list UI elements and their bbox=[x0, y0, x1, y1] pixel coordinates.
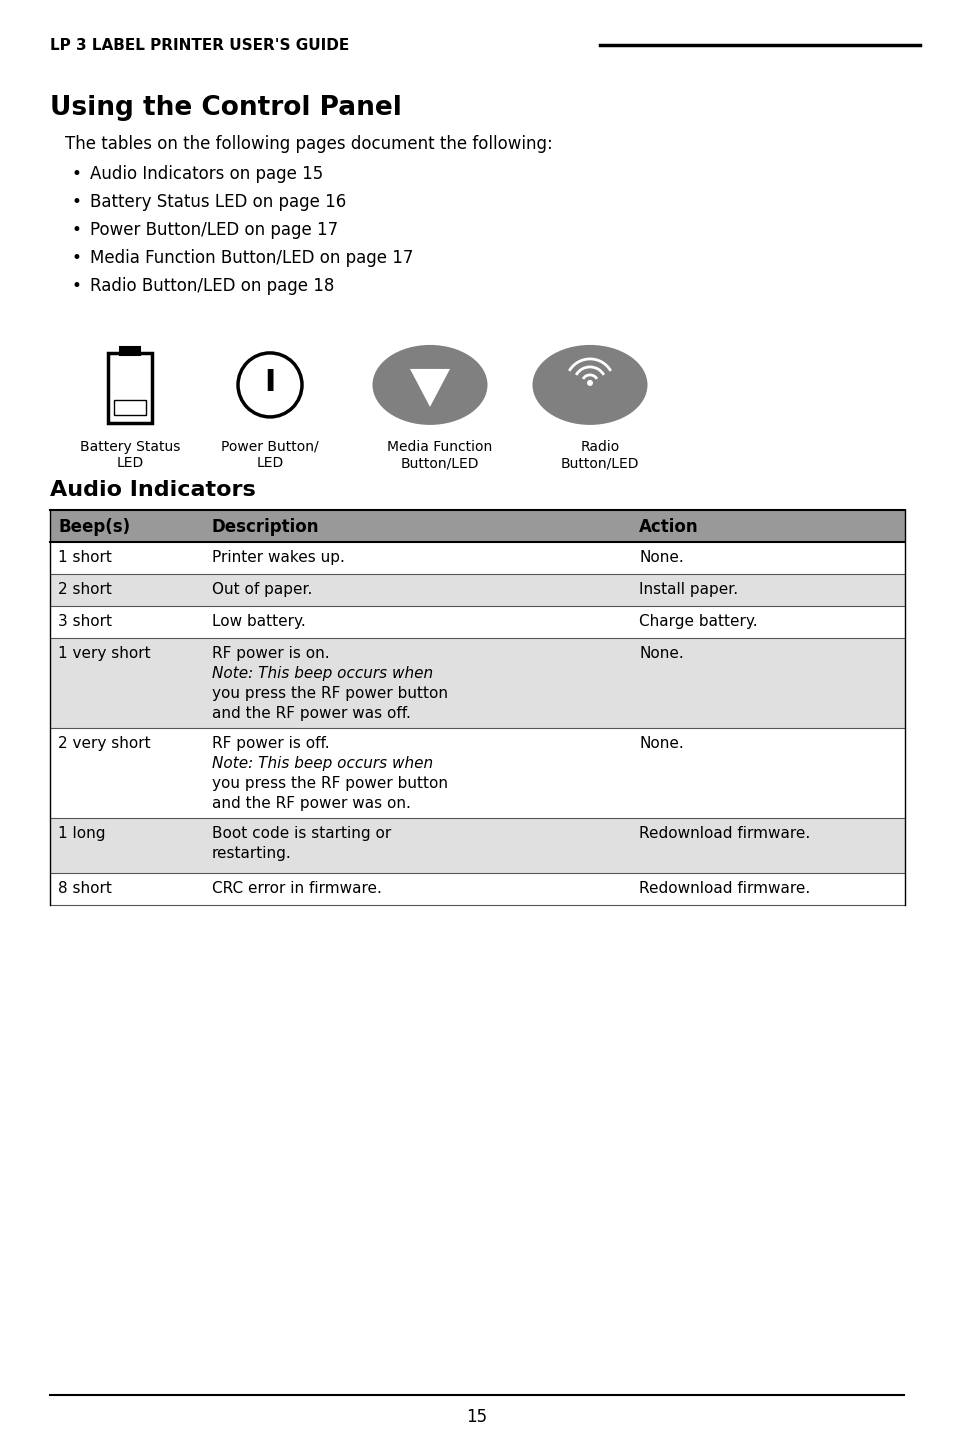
Text: you press the RF power button: you press the RF power button bbox=[212, 776, 447, 791]
Text: None.: None. bbox=[639, 645, 683, 661]
Circle shape bbox=[586, 379, 593, 386]
Text: •: • bbox=[71, 249, 82, 268]
Text: 3 short: 3 short bbox=[58, 614, 112, 628]
Bar bbox=[50, 509, 904, 542]
Text: RF power is off.: RF power is off. bbox=[212, 736, 329, 751]
Text: Low battery.: Low battery. bbox=[212, 614, 305, 628]
Text: Note: This beep occurs when: Note: This beep occurs when bbox=[212, 665, 433, 681]
Bar bbox=[50, 819, 904, 873]
Text: you press the RF power button: you press the RF power button bbox=[212, 685, 447, 701]
Text: Printer wakes up.: Printer wakes up. bbox=[212, 550, 344, 565]
Text: •: • bbox=[71, 278, 82, 295]
Text: •: • bbox=[71, 165, 82, 183]
Text: Description: Description bbox=[212, 518, 319, 535]
Text: 8 short: 8 short bbox=[58, 881, 112, 896]
Text: Radio Button/LED on page 18: Radio Button/LED on page 18 bbox=[90, 278, 334, 295]
Bar bbox=[50, 873, 904, 904]
Text: Media Function Button/LED on page 17: Media Function Button/LED on page 17 bbox=[90, 249, 413, 268]
Text: and the RF power was off.: and the RF power was off. bbox=[212, 705, 411, 721]
Text: Battery Status LED on page 16: Battery Status LED on page 16 bbox=[90, 193, 346, 210]
Bar bbox=[50, 638, 904, 728]
Text: Power Button/
LED: Power Button/ LED bbox=[221, 439, 318, 471]
Text: Media Function
Button/LED: Media Function Button/LED bbox=[387, 439, 492, 471]
Text: None.: None. bbox=[639, 550, 683, 565]
Text: Audio Indicators on page 15: Audio Indicators on page 15 bbox=[90, 165, 323, 183]
Text: •: • bbox=[71, 193, 82, 210]
Text: None.: None. bbox=[639, 736, 683, 751]
Bar bbox=[50, 542, 904, 574]
Bar bbox=[108, 353, 152, 424]
Text: Action: Action bbox=[639, 518, 699, 535]
Bar bbox=[50, 728, 904, 819]
Text: Install paper.: Install paper. bbox=[639, 582, 738, 597]
Text: 1 very short: 1 very short bbox=[58, 645, 151, 661]
Text: I: I bbox=[264, 368, 275, 398]
Polygon shape bbox=[410, 369, 450, 406]
Text: CRC error in firmware.: CRC error in firmware. bbox=[212, 881, 381, 896]
Text: 1 short: 1 short bbox=[58, 550, 112, 565]
Text: Charge battery.: Charge battery. bbox=[639, 614, 758, 628]
Text: •: • bbox=[71, 220, 82, 239]
Text: Redownload firmware.: Redownload firmware. bbox=[639, 826, 810, 841]
Text: Boot code is starting or: Boot code is starting or bbox=[212, 826, 391, 841]
Text: Power Button/LED on page 17: Power Button/LED on page 17 bbox=[90, 220, 337, 239]
Text: Redownload firmware.: Redownload firmware. bbox=[639, 881, 810, 896]
Text: Out of paper.: Out of paper. bbox=[212, 582, 312, 597]
Bar bbox=[113, 399, 146, 415]
Text: and the RF power was on.: and the RF power was on. bbox=[212, 796, 411, 811]
Text: 2 short: 2 short bbox=[58, 582, 112, 597]
Text: 1 long: 1 long bbox=[58, 826, 106, 841]
Text: Audio Indicators: Audio Indicators bbox=[50, 479, 255, 499]
Bar bbox=[120, 346, 140, 355]
Text: LP 3 LABEL PRINTER USER'S GUIDE: LP 3 LABEL PRINTER USER'S GUIDE bbox=[50, 39, 349, 53]
Text: Radio
Button/LED: Radio Button/LED bbox=[560, 439, 639, 471]
Ellipse shape bbox=[532, 345, 647, 425]
Bar bbox=[50, 605, 904, 638]
Text: Battery Status
LED: Battery Status LED bbox=[80, 439, 180, 471]
Text: The tables on the following pages document the following:: The tables on the following pages docume… bbox=[65, 135, 552, 153]
Text: RF power is on.: RF power is on. bbox=[212, 645, 329, 661]
Text: 2 very short: 2 very short bbox=[58, 736, 151, 751]
Bar bbox=[50, 574, 904, 605]
Text: Note: This beep occurs when: Note: This beep occurs when bbox=[212, 756, 433, 771]
Text: Beep(s): Beep(s) bbox=[58, 518, 130, 535]
Ellipse shape bbox=[372, 345, 487, 425]
Text: restarting.: restarting. bbox=[212, 846, 292, 861]
Text: 15: 15 bbox=[466, 1408, 487, 1425]
Text: Using the Control Panel: Using the Control Panel bbox=[50, 94, 401, 122]
